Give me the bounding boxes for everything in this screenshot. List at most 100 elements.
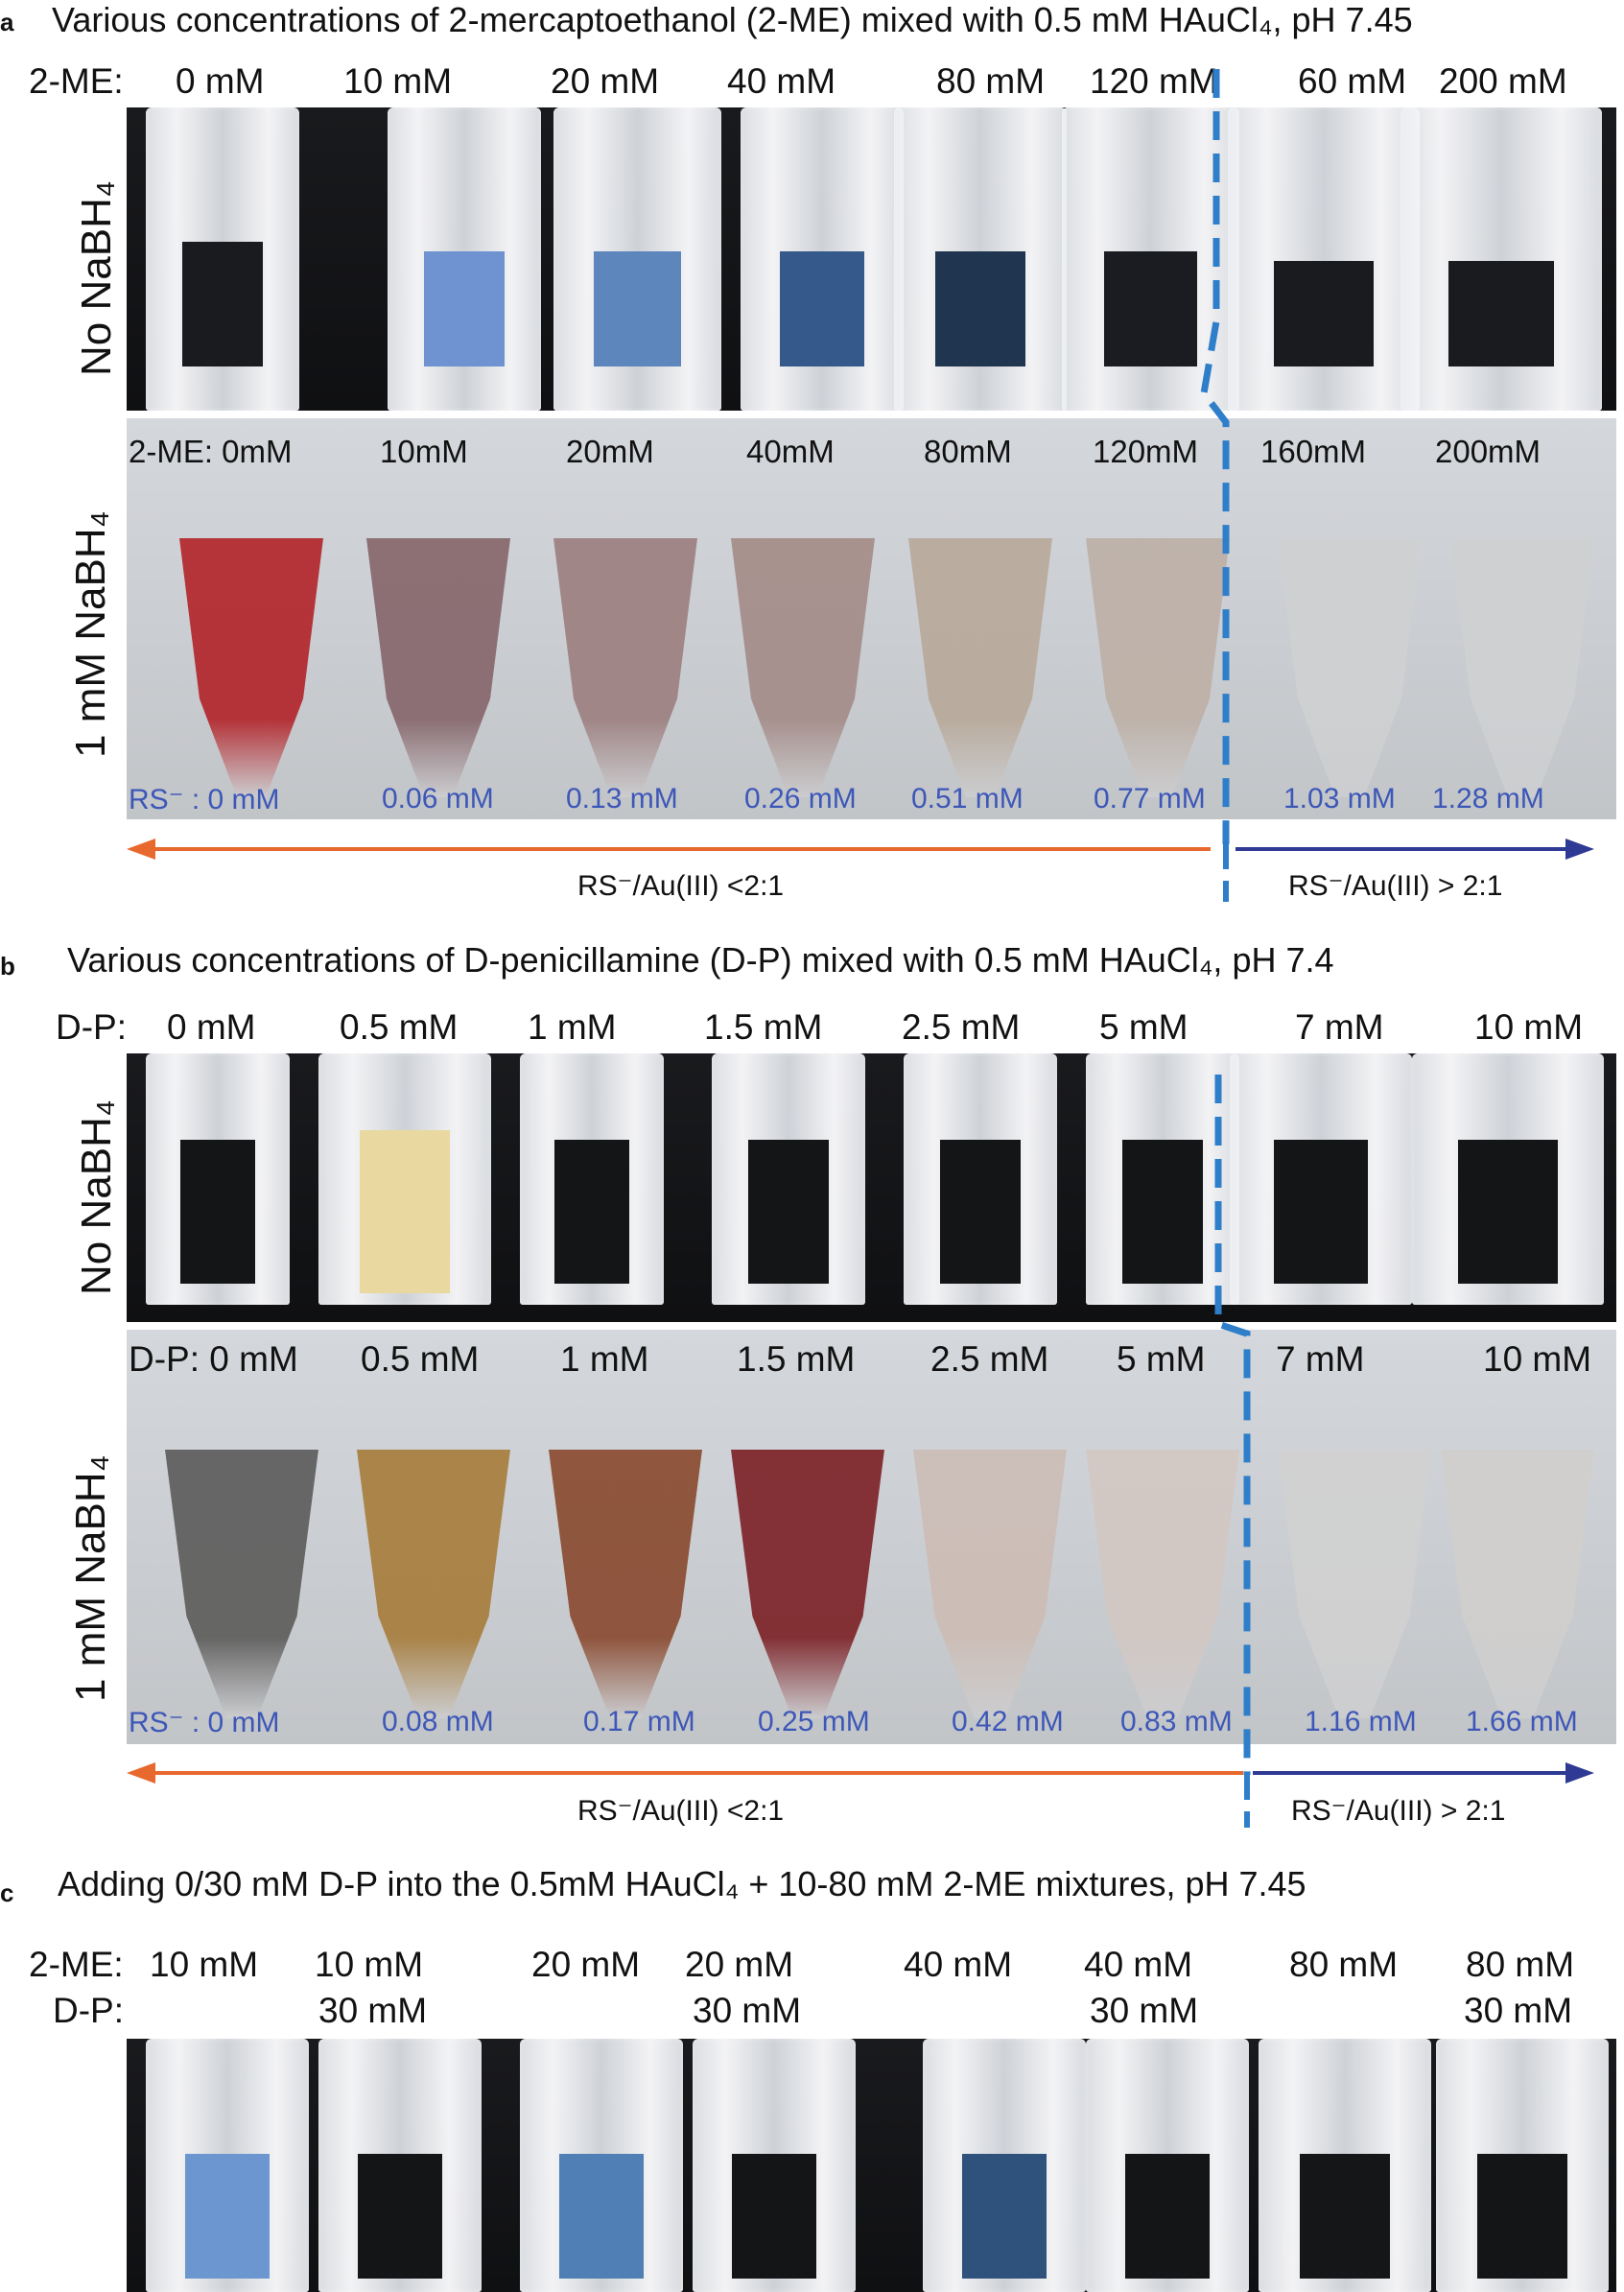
panel-b-tube-label: 2.5 mM	[930, 1339, 1049, 1379]
panel-a-tube-label: 120mM	[1093, 434, 1199, 469]
panel-c-2me-label: 80 mM	[1466, 1945, 1575, 1984]
panel-a-cuvette-photo	[127, 107, 1616, 411]
panel-a-right-arrowhead	[1565, 839, 1594, 860]
cuvette	[1062, 107, 1239, 411]
panel-a-tube-label: 80mM	[924, 434, 1012, 469]
cuvette-liquid	[748, 1140, 829, 1284]
panel-b-rs-label: 0.83 mM	[1120, 1706, 1233, 1737]
cuvette	[1230, 1053, 1412, 1305]
panel-a-top-label: 200 mM	[1439, 61, 1567, 101]
panel-b-row-label: D-P:	[56, 1007, 127, 1047]
cuvette-liquid	[182, 242, 263, 366]
cuvette	[146, 1053, 290, 1305]
cuvette-liquid	[1448, 261, 1554, 366]
panel-a-top-label: 40 mM	[727, 61, 836, 101]
cuvette-liquid	[554, 1140, 629, 1284]
panel-b-rs-label: 0.17 mM	[583, 1706, 695, 1737]
panel-b-tube-label: 0.5 mM	[361, 1339, 480, 1379]
cuvette-liquid	[357, 2154, 443, 2279]
panel-b-top-label: 0.5 mM	[340, 1007, 459, 1047]
cuvette	[904, 1053, 1057, 1305]
panel-a-top-label: 10 mM	[343, 61, 453, 101]
cuvette	[923, 2039, 1086, 2292]
panel-b-tube-photo	[127, 1330, 1616, 1744]
panel-a-top-label: 0 mM	[176, 61, 265, 101]
cuvette-liquid	[1273, 1140, 1369, 1284]
panel-c-row1-label: 2-ME:	[29, 1945, 124, 1984]
cuvette	[520, 2039, 683, 2292]
panel-a-top-label: 20 mM	[551, 61, 660, 101]
panel-b-top-label: 1.5 mM	[704, 1007, 823, 1047]
panel-b-rs-label: 0.42 mM	[952, 1706, 1064, 1737]
panel-a-ratio-left: RS⁻/Au(III) <2:1	[577, 870, 785, 902]
panel-b-divider	[1214, 1075, 1251, 1775]
cuvette-liquid	[594, 251, 681, 366]
cuvette	[894, 107, 1067, 411]
cuvette	[1259, 2039, 1431, 2292]
cuvette	[693, 2039, 856, 2292]
cuvette	[1400, 107, 1602, 411]
panel-c-dp-label: 30 mM	[693, 1991, 802, 2030]
panel-a-rs-label: 0.06 mM	[382, 783, 494, 815]
panel-b-rs-label: RS⁻ : 0 mM	[129, 1707, 280, 1738]
panel-b-rs-label: 0.25 mM	[758, 1706, 870, 1737]
cuvette-liquid	[558, 2154, 645, 2279]
panel-b-tube-label: 7 mM	[1276, 1339, 1365, 1379]
cuvette	[1228, 107, 1420, 411]
panel-c-2me-label: 40 mM	[1084, 1945, 1193, 1984]
panel-b-tube-label: 10 mM	[1483, 1339, 1592, 1379]
cuvette-liquid	[940, 1140, 1021, 1284]
cuvette-liquid	[180, 1140, 255, 1284]
cuvette-liquid	[1300, 2154, 1390, 2279]
cuvette	[1086, 2039, 1249, 2292]
panel-a-rs-label: 1.28 mM	[1432, 783, 1544, 815]
panel-b-tube-label: D-P: 0 mM	[129, 1339, 298, 1379]
panel-a-tube-label: 10mM	[380, 434, 468, 469]
cuvette-liquid	[1458, 1140, 1558, 1284]
panel-b-ratio-left: RS⁻/Au(III) <2:1	[577, 1795, 785, 1827]
cuvette	[1412, 1053, 1604, 1305]
panel-a-tube-label: 160mM	[1260, 434, 1367, 469]
cuvette-liquid	[1274, 261, 1374, 366]
panel-c-dp-label: 30 mM	[318, 1991, 428, 2030]
panel-a-tube-label: 2-ME: 0mM	[129, 434, 293, 469]
panel-a-ratio-right: RS⁻/Au(III) > 2:1	[1288, 870, 1503, 902]
cuvette-liquid	[1477, 2154, 1567, 2279]
panel-a-left-arrowhead	[127, 839, 155, 860]
cuvette	[553, 107, 721, 411]
panel-b-top-label: 2.5 mM	[902, 1007, 1021, 1047]
panel-a-letter: a	[0, 8, 14, 36]
panel-a-rs-label: 0.51 mM	[911, 783, 1024, 815]
panel-a-rs-label: 0.77 mM	[1094, 783, 1206, 815]
panel-c-dp-label: 30 mM	[1090, 1991, 1199, 2030]
panel-a-rs-label: 0.26 mM	[744, 783, 857, 815]
panel-b-top-label: 10 mM	[1474, 1007, 1584, 1047]
panel-b-tube-label: 1.5 mM	[737, 1339, 856, 1379]
panel-b-tube-label: 1 mM	[560, 1339, 649, 1379]
panel-b-title: Various concentrations of D-penicillamin…	[67, 940, 1334, 980]
panel-b-rs-label: 0.08 mM	[382, 1706, 494, 1737]
cuvette-liquid	[184, 2154, 271, 2279]
panel-a-divider	[1200, 69, 1230, 844]
panel-a-row-label: 2-ME:	[29, 61, 124, 101]
panel-c-row2-label: D-P:	[53, 1991, 124, 2030]
cuvette	[318, 1053, 491, 1305]
cuvette-liquid	[1124, 2154, 1211, 2279]
panel-b-ratio-right: RS⁻/Au(III) > 2:1	[1291, 1795, 1506, 1827]
panel-a-tube-photo	[127, 418, 1616, 819]
panel-c-letter: c	[0, 1878, 14, 1907]
cuvette	[712, 1053, 865, 1305]
cuvette-liquid	[1104, 251, 1197, 366]
panel-c-cuvette-photo	[127, 2039, 1616, 2292]
panel-b-rs-label: 1.16 mM	[1305, 1706, 1417, 1737]
cuvette	[520, 1053, 664, 1305]
panel-b-letter: b	[0, 952, 15, 981]
cuvette	[388, 107, 541, 411]
panel-b-cuvette-photo	[127, 1053, 1616, 1322]
panel-a-rs-label: 0.13 mM	[566, 783, 678, 815]
panel-a-rs-label: 1.03 mM	[1283, 783, 1396, 815]
panel-a-title: Various concentrations of 2-mercaptoetha…	[52, 0, 1413, 39]
panel-b-top-label: 7 mM	[1295, 1007, 1384, 1047]
panel-c-2me-label: 20 mM	[531, 1945, 641, 1984]
cuvette	[1086, 1053, 1239, 1305]
